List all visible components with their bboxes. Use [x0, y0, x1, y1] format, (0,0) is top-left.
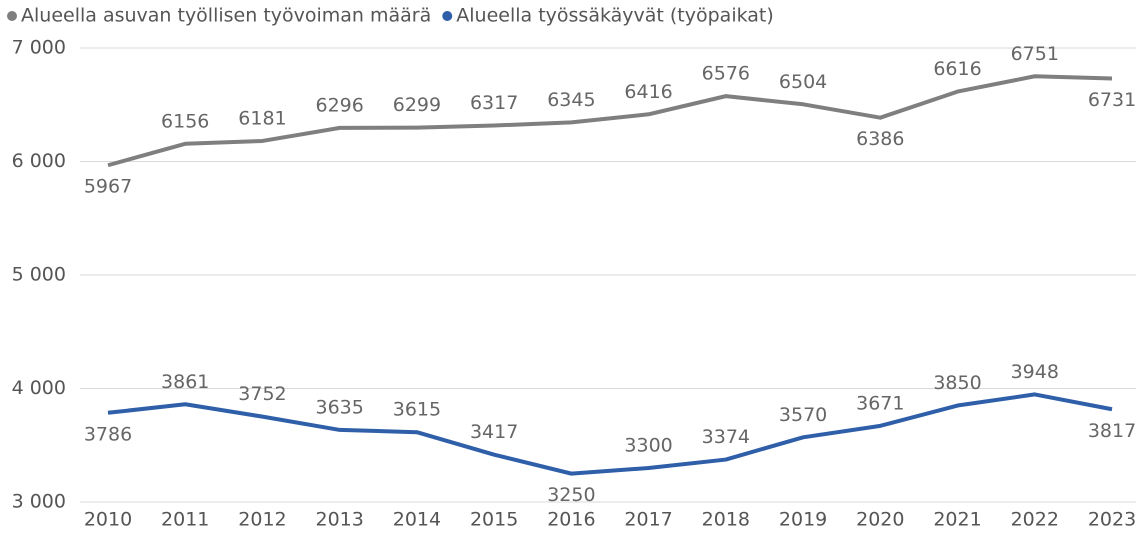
data-label: 3635 [316, 396, 364, 418]
data-label: 3850 [933, 372, 981, 394]
line [107, 74, 1113, 168]
data-label: 6299 [393, 94, 441, 116]
data-label: 6416 [624, 81, 672, 103]
data-label: 3948 [1011, 361, 1059, 383]
data-label: 3374 [702, 426, 750, 448]
data-label: 6751 [1011, 43, 1059, 65]
legend-label: Alueella asuvan työllisen työvoiman määr… [21, 5, 431, 27]
data-label: 6156 [161, 110, 209, 132]
x-tick-label: 2010 [84, 509, 132, 531]
y-tick-label: 7 000 [12, 37, 66, 59]
data-label: 6296 [316, 94, 364, 116]
x-tick-label: 2018 [702, 509, 750, 531]
data-label: 3817 [1088, 420, 1136, 442]
y-tick-label: 3 000 [12, 491, 66, 513]
x-tick-label: 2012 [238, 509, 286, 531]
y-tick-label: 5 000 [12, 264, 66, 286]
data-label: 6386 [856, 128, 904, 150]
x-tick-label: 2016 [547, 509, 595, 531]
data-label: 3570 [779, 404, 827, 426]
legend-label: Alueella työssäkäyvät (työpaikat) [456, 5, 774, 27]
x-tick-label: 2021 [933, 509, 981, 531]
data-label: 3417 [470, 421, 518, 443]
legend-marker [442, 11, 453, 21]
x-tick-label: 2022 [1011, 509, 1059, 531]
data-label: 6504 [779, 71, 827, 93]
data-label: 5967 [84, 176, 132, 198]
x-tick-label: 2014 [393, 509, 441, 531]
data-label: 3861 [161, 371, 209, 393]
data-label: 3786 [84, 423, 132, 445]
data-label: 3671 [856, 392, 904, 414]
data-label: 3615 [393, 399, 441, 421]
x-tick-label: 2017 [624, 509, 672, 531]
data-label: 6345 [547, 89, 595, 111]
x-tick-label: 2011 [161, 509, 209, 531]
y-tick-label: 6 000 [12, 150, 66, 172]
x-tick-label: 2020 [856, 509, 904, 531]
data-label: 3300 [624, 434, 672, 456]
data-label: 6731 [1088, 89, 1136, 111]
data-label: 6181 [238, 107, 286, 129]
line [107, 392, 1113, 476]
x-tick-label: 2013 [316, 509, 364, 531]
data-label: 6317 [470, 92, 518, 114]
data-label: 6576 [702, 63, 750, 85]
data-label: 3752 [238, 383, 286, 405]
data-label: 3250 [547, 484, 595, 506]
data-label: 6616 [933, 58, 981, 80]
legend-marker [7, 11, 17, 21]
x-tick-label: 2015 [470, 509, 518, 531]
x-tick-label: 2019 [779, 509, 827, 531]
x-tick-label: 2023 [1088, 509, 1136, 531]
y-tick-label: 4 000 [12, 377, 66, 399]
